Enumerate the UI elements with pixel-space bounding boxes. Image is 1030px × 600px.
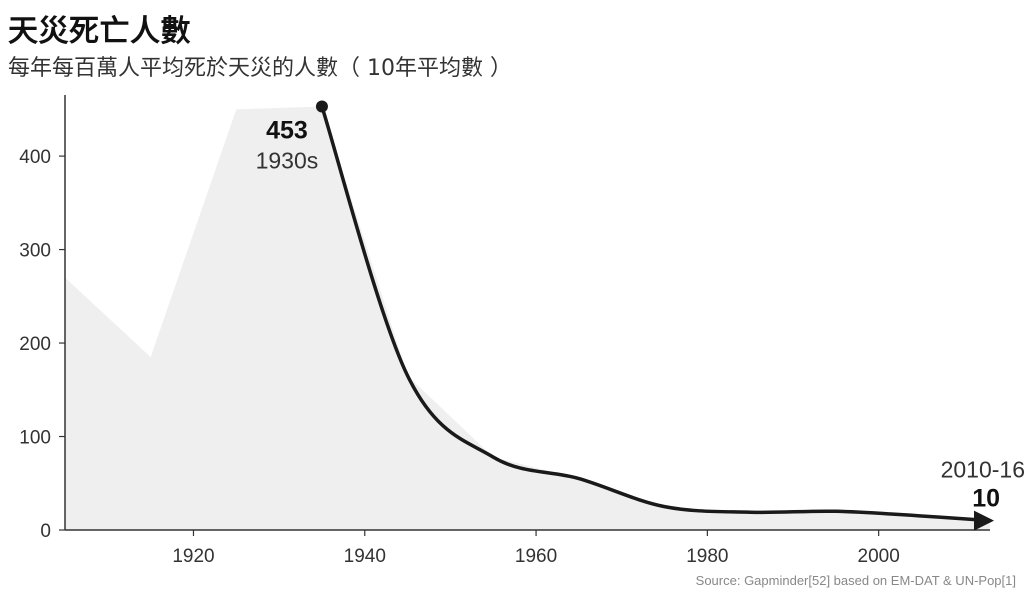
axes: 0 100 200 300 400 1920 1940 1960 1980 2000 <box>19 95 990 567</box>
source-note: Source: Gapminder[52] based on EM-DAT & … <box>695 573 1016 588</box>
end-arrow-head <box>974 510 994 531</box>
x-tick-label: 1960 <box>515 546 557 567</box>
x-tick-label: 2000 <box>858 546 900 567</box>
area-fill <box>65 106 990 530</box>
annotation-peak-label: 1930s <box>256 148 319 174</box>
chart-title: 天災死亡人數 <box>8 14 191 49</box>
y-tick-label: 0 <box>40 521 51 542</box>
y-tick-label: 400 <box>19 147 51 168</box>
area-series <box>65 106 990 530</box>
trend-line <box>320 104 992 523</box>
annotation-end-label: 2010-16 <box>941 457 1025 483</box>
x-tick-label: 1920 <box>172 546 214 567</box>
annotation-end-value: 10 <box>972 485 1000 513</box>
y-tick-label: 300 <box>19 241 51 262</box>
y-tick-label: 100 <box>19 428 51 449</box>
annotation-peak-value: 453 <box>266 117 308 145</box>
y-tick-label: 200 <box>19 334 51 355</box>
start-point-marker <box>315 100 328 113</box>
chart-subtitle: 每年每百萬人平均死於天災的人數（ 10年平均數 ） <box>8 56 512 81</box>
line-series <box>315 100 994 531</box>
x-tick-label: 1980 <box>686 546 728 567</box>
x-tick-label: 1940 <box>344 546 386 567</box>
